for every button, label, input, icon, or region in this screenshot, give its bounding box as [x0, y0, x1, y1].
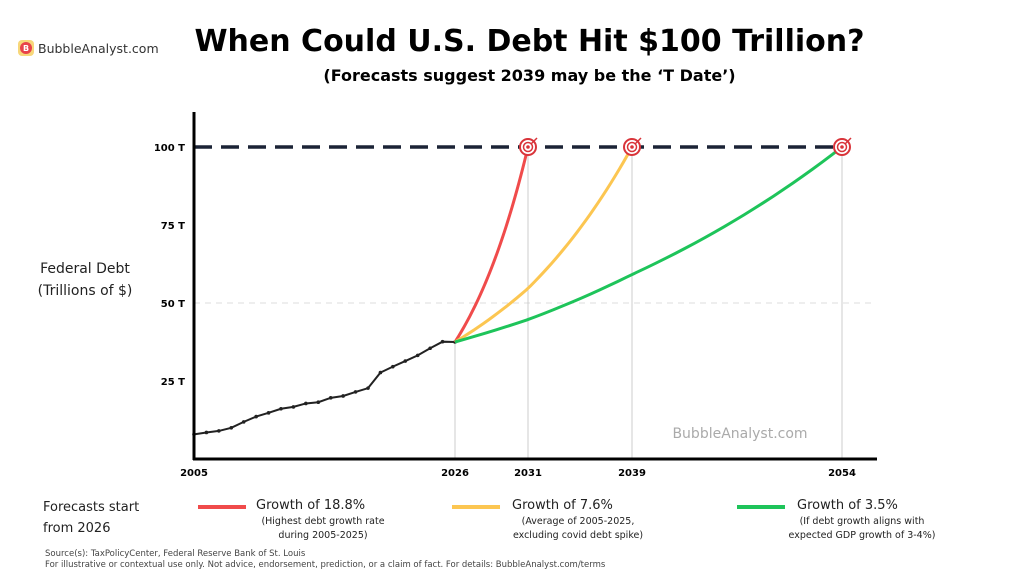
- x-tick-label: 2039: [618, 468, 646, 479]
- legend-swatch: [737, 505, 785, 509]
- y-axis-label: Federal Debt (Trillions of $): [37, 261, 133, 299]
- historical-point-2017: [341, 394, 345, 398]
- target-center: [526, 145, 530, 149]
- y-tick-label: 50 T: [161, 299, 185, 310]
- historical-point-2008: [229, 426, 234, 430]
- target-center: [840, 145, 844, 149]
- legend-swatch: [452, 505, 500, 509]
- target-dart: [844, 137, 852, 145]
- legend-label: Growth of 18.8%: [256, 498, 366, 513]
- page-title: When Could U.S. Debt Hit $100 Trillion?: [194, 24, 865, 59]
- historical-point-2007: [217, 429, 221, 433]
- legend-note: (Highest debt growth rate during 2005-202…: [261, 516, 385, 541]
- historical-debt-line: [193, 340, 456, 436]
- brand-name: BubbleAnalyst.com: [38, 40, 159, 56]
- target-ring-inner: [522, 141, 534, 153]
- forecast-line-0: [453, 146, 530, 343]
- y-tick-label: 100 T: [154, 143, 185, 154]
- historical-point-2018: [353, 390, 358, 394]
- forecast-line-1: [454, 146, 634, 344]
- historical-point-2022: [403, 359, 408, 363]
- historical-point-2009: [241, 420, 246, 424]
- footer: Source(s): TaxPolicyCenter, Federal Rese…: [45, 549, 605, 571]
- y-tick-label: 25 T: [161, 377, 185, 388]
- x-tick-label: 2026: [441, 468, 469, 479]
- target-icon: [833, 137, 852, 156]
- legend-note: (If debt growth aligns with expected GDP …: [788, 516, 936, 541]
- legend-swatch: [198, 505, 246, 509]
- historical-point-2016: [328, 396, 333, 400]
- historical-point-2012: [279, 406, 283, 411]
- legend-note: (Average of 2005-2025, excluding covid de…: [512, 516, 644, 541]
- legend-intro: Forecasts start from 2026: [43, 500, 140, 536]
- brand-logo[interactable]: B BubbleAnalyst.com: [18, 40, 159, 56]
- forecast-line-2: [454, 145, 843, 344]
- logo-icon: B: [18, 40, 34, 56]
- historical-point-2010: [254, 414, 258, 419]
- historical-point-2019: [366, 386, 370, 390]
- target-dart: [634, 137, 642, 145]
- historical-point-2023: [415, 353, 420, 358]
- historical-point-2011: [266, 411, 271, 415]
- target-ring-inner: [836, 141, 848, 153]
- target-icon: [519, 137, 538, 156]
- historical-point-2020: [378, 370, 383, 375]
- y-tick-label: 75 T: [161, 221, 185, 232]
- target-icon: [623, 137, 642, 156]
- historical-point-2013: [291, 405, 296, 409]
- target-ring-inner: [626, 141, 638, 153]
- disclaimer: For illustrative or contextual use only.…: [45, 560, 606, 570]
- page-subtitle: (Forecasts suggest 2039 may be the ‘T Da…: [323, 66, 736, 85]
- x-tick-label: 2031: [514, 468, 542, 479]
- x-tick-label: 2005: [180, 468, 208, 479]
- historical-point-2024: [428, 346, 432, 351]
- x-tick-label: 2054: [828, 468, 856, 479]
- historical-point-2025: [440, 339, 445, 344]
- legend-label: Growth of 7.6%: [512, 498, 613, 513]
- target-center: [630, 145, 634, 149]
- historical-point-2015: [316, 400, 321, 405]
- historical-point-2006: [204, 430, 209, 435]
- source-note: Source(s): TaxPolicyCenter, Federal Rese…: [45, 549, 306, 559]
- target-dart: [530, 137, 538, 145]
- watermark: BubbleAnalyst.com: [672, 426, 807, 442]
- historical-point-2014: [304, 401, 308, 406]
- legend-label: Growth of 3.5%: [797, 498, 898, 513]
- historical-point-2021: [391, 364, 395, 369]
